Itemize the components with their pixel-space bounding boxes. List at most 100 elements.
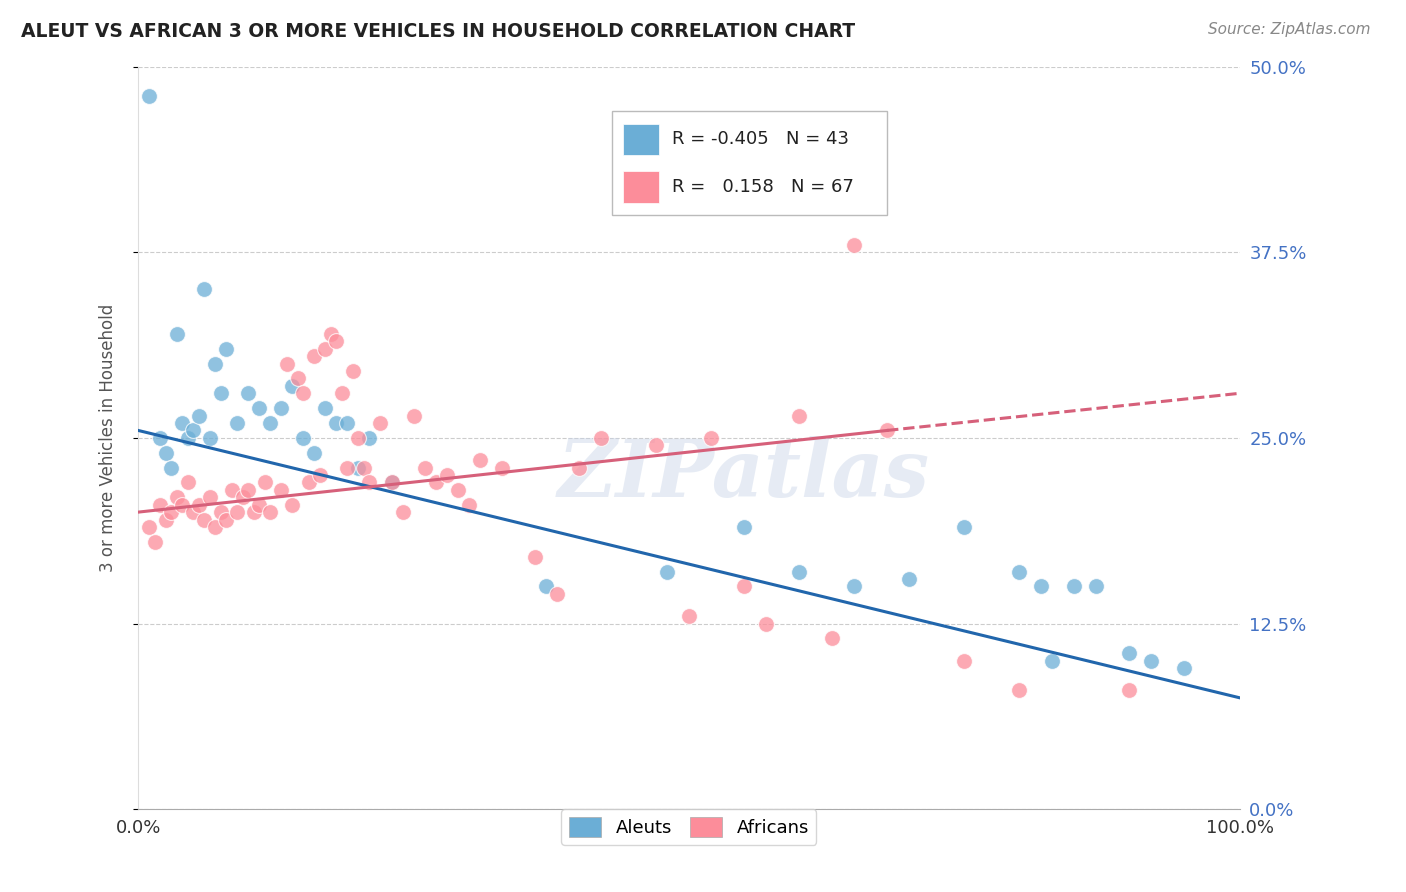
Point (446, 483, 468, 497)
Point (457, 498, 479, 512)
Point (209, 505, 232, 519)
Point (198, 431, 221, 445)
Point (347, 460, 370, 475)
Point (270, 483, 292, 497)
Point (342, 364, 364, 378)
Point (330, 386, 353, 401)
Point (204, 357, 226, 371)
Point (298, 475, 321, 490)
Point (193, 282, 215, 296)
Point (1008, 683, 1031, 698)
Point (589, 431, 612, 445)
Point (138, 520, 160, 534)
Point (281, 379, 304, 393)
Point (193, 512, 215, 526)
Point (644, 438, 666, 452)
Point (391, 505, 413, 519)
Point (359, 431, 381, 445)
Point (172, 416, 194, 430)
Point (259, 505, 281, 519)
Text: ALEUT VS AFRICAN 3 OR MORE VEHICLES IN HOUSEHOLD CORRELATION CHART: ALEUT VS AFRICAN 3 OR MORE VEHICLES IN H… (21, 22, 855, 41)
Point (842, 237, 865, 252)
Point (172, 498, 194, 512)
Point (292, 431, 315, 445)
Point (238, 386, 260, 401)
Point (325, 416, 347, 430)
Point (309, 468, 332, 483)
Point (304, 349, 326, 363)
Point (755, 616, 778, 631)
Point (953, 520, 976, 534)
Point (568, 460, 591, 475)
Point (436, 468, 458, 483)
Text: ZIPatlas: ZIPatlas (558, 436, 929, 514)
Point (181, 424, 204, 438)
Point (177, 475, 200, 490)
Point (359, 475, 381, 490)
Point (787, 409, 810, 423)
Point (253, 475, 276, 490)
Point (232, 490, 254, 504)
Point (370, 416, 392, 430)
Point (1040, 654, 1063, 668)
Point (243, 505, 266, 519)
Point (325, 334, 347, 349)
Point (876, 424, 898, 438)
Point (226, 505, 249, 519)
Point (413, 460, 436, 475)
Point (204, 520, 226, 534)
Point (160, 460, 183, 475)
Point (1173, 661, 1195, 675)
Point (319, 326, 342, 341)
Point (281, 498, 304, 512)
Point (1008, 565, 1031, 579)
Point (187, 409, 209, 423)
Point (898, 572, 921, 586)
Point (353, 460, 375, 475)
Point (733, 579, 755, 593)
Point (143, 534, 166, 549)
Point (1140, 654, 1163, 668)
Point (425, 475, 447, 490)
Point (523, 549, 546, 564)
Point (149, 498, 172, 512)
Point (314, 401, 336, 416)
Legend: Aleuts, Africans: Aleuts, Africans (561, 809, 817, 845)
Point (953, 654, 976, 668)
Point (304, 446, 326, 460)
Point (209, 386, 232, 401)
Point (380, 475, 402, 490)
Point (166, 490, 188, 504)
Y-axis label: 3 or more Vehicles in Household: 3 or more Vehicles in Household (100, 304, 117, 572)
Point (155, 446, 177, 460)
Point (276, 357, 298, 371)
Point (160, 505, 183, 519)
Point (238, 483, 260, 497)
Point (292, 386, 315, 401)
Point (155, 512, 177, 526)
Point (336, 460, 359, 475)
Point (336, 416, 359, 430)
Point (491, 460, 513, 475)
Point (787, 565, 810, 579)
Point (1118, 683, 1140, 698)
Point (247, 401, 270, 416)
Point (314, 342, 336, 356)
Point (842, 579, 865, 593)
Point (534, 579, 557, 593)
Point (226, 416, 249, 430)
Point (215, 342, 238, 356)
Point (166, 326, 188, 341)
Point (198, 490, 221, 504)
Point (678, 609, 700, 624)
Point (138, 89, 160, 103)
Point (821, 632, 844, 646)
Point (187, 498, 209, 512)
Point (247, 498, 270, 512)
Point (270, 401, 292, 416)
Point (655, 565, 678, 579)
Point (177, 431, 200, 445)
Point (700, 431, 723, 445)
Text: Source: ZipAtlas.com: Source: ZipAtlas.com (1208, 22, 1371, 37)
Point (287, 371, 309, 385)
